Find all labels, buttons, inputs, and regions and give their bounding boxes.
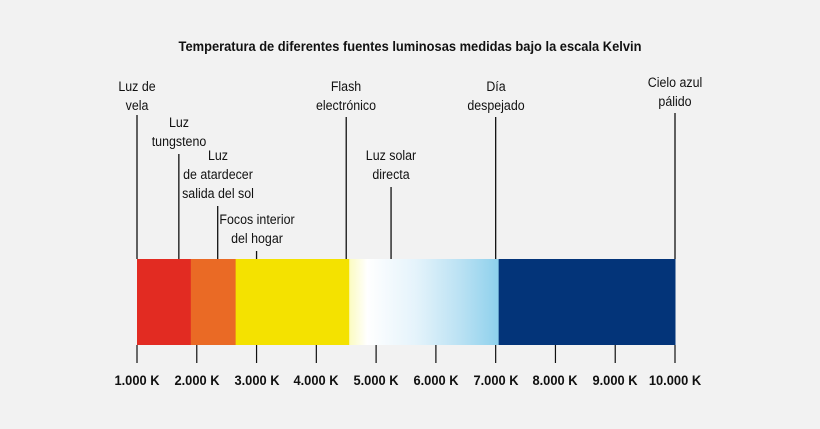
tick-label: 2.000 K xyxy=(174,372,220,388)
diagram-title: Temperatura de diferentes fuentes lumino… xyxy=(178,38,642,54)
source-label-clear-day: Día despejado xyxy=(466,79,525,113)
tick-label: 1.000 K xyxy=(114,372,160,388)
spectrum-band xyxy=(498,259,676,345)
tick-label: 9.000 K xyxy=(592,372,638,388)
tick-label: 4.000 K xyxy=(293,372,339,388)
spectrum-band xyxy=(349,259,500,345)
tick-label: 6.000 K xyxy=(413,372,459,388)
source-label-candle: Luz de vela xyxy=(118,79,156,113)
tick-label: 10.000 K xyxy=(648,372,702,388)
source-label-pale-blue-sky: Cielo azul pálido xyxy=(647,75,703,109)
source-label-tungsten: Luz tungsteno xyxy=(151,115,207,149)
tick-label: 7.000 K xyxy=(473,372,519,388)
source-label-sunlight: Luz solar directa xyxy=(365,148,417,182)
spectrum-band xyxy=(235,259,350,345)
tick-label: 5.000 K xyxy=(353,372,399,388)
source-label-flash: Flash electrónico xyxy=(316,79,377,113)
tick-label: 3.000 K xyxy=(233,372,280,388)
tick-label: 8.000 K xyxy=(532,372,578,388)
source-label-home-bulbs: Focos interior del hogar xyxy=(218,212,295,246)
spectrum-band xyxy=(137,259,192,345)
source-label-sunset: Luz de atardecer salida del sol xyxy=(181,148,254,201)
spectrum-band xyxy=(190,259,237,345)
